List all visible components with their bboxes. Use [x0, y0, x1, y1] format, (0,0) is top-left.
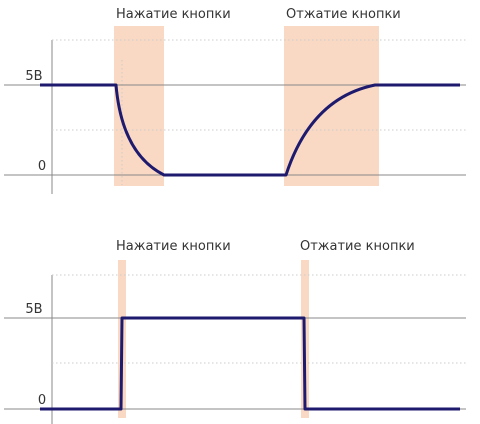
bottom-signal-square — [40, 316, 460, 411]
bottom-low-level-label: 0 — [38, 393, 46, 408]
bottom-panel: Нажатие кнопки Отжатие кнопки 5В 0 — [4, 239, 466, 424]
top-high-level-label: 5В — [25, 69, 42, 84]
top-low-level-label: 0 — [38, 159, 46, 174]
top-press-highlight — [114, 26, 164, 186]
top-panel: Нажатие кнопки Отжатие кнопки 5В 0 — [4, 7, 466, 194]
bottom-press-label: Нажатие кнопки — [116, 239, 231, 254]
bottom-high-level-label: 5В — [25, 302, 42, 317]
bottom-release-label: Отжатие кнопки — [300, 239, 415, 254]
top-release-label: Отжатие кнопки — [286, 7, 401, 22]
top-signal-curve — [40, 83, 460, 177]
top-press-label: Нажатие кнопки — [116, 7, 231, 22]
